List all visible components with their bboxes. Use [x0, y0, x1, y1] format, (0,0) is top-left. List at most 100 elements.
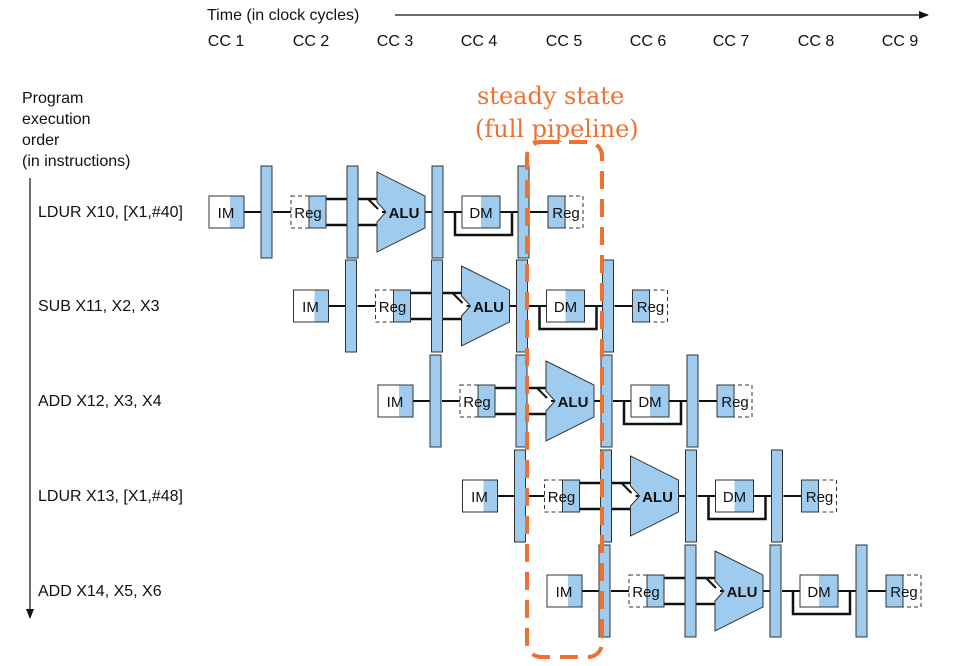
- instruction-row: LDUR X10, [X1,#40] IM Reg ALU DM Reg: [38, 165, 584, 259]
- im-block-shade: [483, 480, 498, 512]
- dm-block-outline: [461, 195, 501, 229]
- dm-block-outline: [715, 479, 754, 513]
- dm-block-shade: [565, 290, 585, 322]
- cycle-label: CC 7: [713, 33, 750, 50]
- steady-state-label: steady state: [477, 82, 624, 110]
- im-block-shade: [314, 290, 329, 322]
- cycle-label: CC 2: [293, 33, 330, 50]
- dm-bypass-wire: [538, 306, 598, 331]
- alu-label: ALU: [642, 489, 673, 506]
- dm-label: DM: [469, 205, 492, 222]
- alu-block: [461, 265, 510, 347]
- dm-block-outline: [799, 574, 839, 608]
- im-block-shade: [230, 196, 244, 228]
- dm-block-outline: [546, 289, 585, 323]
- im-label: IM: [471, 489, 488, 506]
- reg-read-shade: [562, 479, 580, 513]
- instruction-label: ADD X14, X5, X6: [38, 583, 162, 600]
- pipeline-register-bar: [429, 354, 442, 448]
- reg-write-label: Reg: [890, 584, 918, 601]
- dm-label: DM: [807, 584, 830, 601]
- instruction-label: ADD X12, X3, X4: [38, 393, 162, 410]
- steady-state-highlight-box: [525, 140, 604, 659]
- cycle-label: CC 8: [798, 33, 835, 50]
- im-label: IM: [556, 584, 573, 601]
- dm-bypass-wire: [707, 496, 767, 521]
- pipeline-register-bar: [602, 259, 614, 353]
- reg-read-shade: [646, 574, 665, 608]
- reg-read-label: Reg: [548, 489, 576, 506]
- order-line: (in instructions): [22, 153, 130, 170]
- reg-read-label: Reg: [632, 584, 660, 601]
- cycle-labels: CC 1 CC 2 CC 3 CC 4 CC 5 CC 6 CC 7 CC 8 …: [208, 33, 919, 50]
- alu-input-chevron: [367, 198, 379, 210]
- dm-block-shade: [734, 480, 754, 512]
- reg-write-label: Reg: [806, 489, 834, 506]
- im-block-outline: [293, 289, 329, 323]
- pipeline-register-bar: [514, 449, 526, 543]
- im-block-outline: [208, 195, 245, 229]
- order-line: execution: [22, 111, 91, 128]
- pipeline-register-bar: [685, 449, 697, 543]
- instruction-label: LDUR X13, [X1,#48]: [38, 488, 183, 505]
- reg-write-label: Reg: [721, 394, 749, 411]
- im-block-outline: [377, 384, 414, 418]
- dm-block-shade: [481, 196, 500, 228]
- alu-input-chevron: [620, 482, 633, 494]
- pipeline-register-bar: [345, 259, 357, 353]
- program-order-label: Program execution order (in instructions…: [22, 90, 130, 170]
- full-pipeline-label: (full pipeline): [475, 115, 639, 143]
- reg-read-shade: [393, 289, 411, 323]
- alu-input-chevron: [451, 292, 464, 304]
- cycle-label: CC 4: [461, 33, 498, 50]
- dm-label: DM: [723, 489, 746, 506]
- dm-label: DM: [638, 394, 661, 411]
- reg-write-label: Reg: [552, 205, 580, 222]
- pipeline-register-bar: [598, 544, 611, 638]
- reg-read-label: Reg: [379, 299, 407, 316]
- pipeline-register-bar: [771, 449, 783, 543]
- alu-label: ALU: [473, 299, 504, 316]
- pipeline-register-bar: [260, 165, 273, 259]
- reg-read-label: Reg: [294, 205, 322, 222]
- im-label: IM: [302, 299, 319, 316]
- cycle-label: CC 5: [546, 33, 583, 50]
- instruction-row: SUB X11, X2, X3 IM Reg ALU DM Reg: [38, 259, 668, 353]
- im-block-outline: [546, 574, 583, 608]
- cycle-label: CC 9: [882, 33, 919, 50]
- pipeline-register-bar: [346, 165, 359, 259]
- reg-write-shade: [632, 289, 650, 323]
- cycle-label: CC 6: [630, 33, 667, 50]
- dm-label: DM: [554, 299, 577, 316]
- im-label: IM: [387, 394, 404, 411]
- dm-bypass-wire: [791, 591, 852, 616]
- dm-block-outline: [630, 384, 670, 418]
- pipeline-register-bar: [515, 354, 528, 448]
- alu-block: [376, 171, 426, 253]
- reg-write-shade: [801, 479, 819, 513]
- reg-write-shade: [716, 384, 735, 418]
- alu-input-chevron: [705, 577, 717, 589]
- reg-write-label: Reg: [637, 299, 665, 316]
- im-block-shade: [399, 385, 413, 417]
- alu-label: ALU: [389, 205, 420, 222]
- im-block-outline: [462, 479, 498, 513]
- reg-read-shade: [308, 195, 327, 229]
- pipeline-register-bar: [431, 259, 443, 353]
- pipeline-register-bar: [686, 354, 699, 448]
- pipeline-register-bar: [769, 544, 782, 638]
- alu-label: ALU: [727, 584, 758, 601]
- cycle-label: CC 1: [208, 33, 245, 50]
- instruction-row: LDUR X13, [X1,#48] IM Reg ALU DM Reg: [38, 449, 837, 543]
- dm-block-shade: [650, 385, 669, 417]
- instruction-label: SUB X11, X2, X3: [38, 298, 160, 315]
- pipeline-register-bar: [855, 544, 868, 638]
- im-block-shade: [568, 575, 582, 607]
- instruction-row: ADD X14, X5, X6 IM Reg ALU DM Reg: [38, 544, 922, 638]
- order-line: Program: [22, 90, 83, 107]
- pipeline-register-bar: [431, 165, 444, 259]
- cycle-label: CC 3: [377, 33, 414, 50]
- order-line: order: [22, 132, 60, 149]
